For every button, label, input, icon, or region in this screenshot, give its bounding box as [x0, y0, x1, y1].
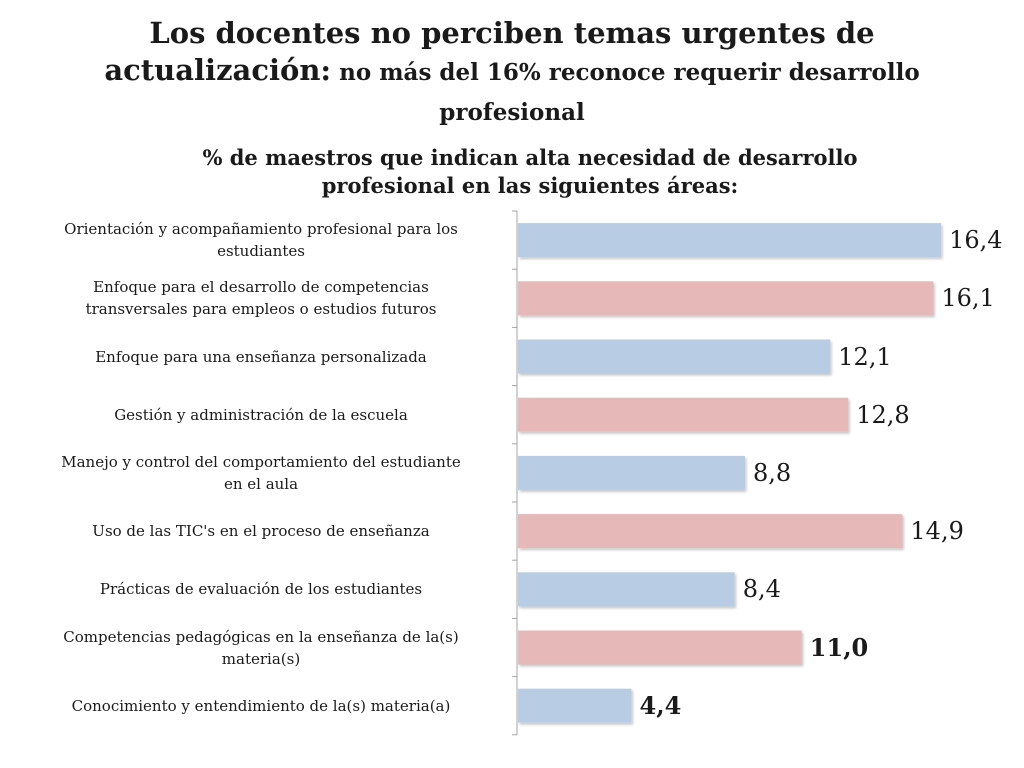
category-label: Orientación y acompañamiento profesional…: [20, 218, 502, 262]
category-label: Conocimiento y entendimiento de la(s) ma…: [20, 695, 502, 717]
category-label-line: estudiantes: [217, 242, 305, 261]
category-label-line: materia(s): [221, 649, 301, 668]
category-label-line: transversales para empleos o estudios fu…: [85, 300, 437, 319]
page-title: Los docentes no perciben temas urgentes …: [40, 14, 984, 131]
bar: [518, 688, 632, 723]
data-label: 8,8: [753, 458, 792, 487]
data-label: 16,1: [941, 284, 995, 313]
category-label: Prácticas de evaluación de los estudiant…: [20, 578, 502, 600]
category-label: Enfoque para una enseñanza personalizada: [20, 346, 502, 368]
category-label-line: Uso de las TIC's en el proceso de enseña…: [92, 522, 430, 541]
category-label: Competencias pedagógicas en la enseñanza…: [20, 626, 502, 670]
chart-title: % de maestros que indican alta necesidad…: [202, 145, 858, 198]
title-line-3: profesional: [439, 99, 585, 126]
bar: [518, 339, 831, 374]
category-label-line: Competencias pedagógicas en la enseñanza…: [63, 627, 459, 646]
data-label: 16,4: [949, 226, 1003, 255]
data-label: 12,1: [838, 342, 892, 371]
title-keyword: actualización:: [104, 53, 332, 87]
title-line-2: no más del 16% reconoce requerir desarro…: [331, 59, 920, 86]
data-label: 8,4: [742, 575, 781, 604]
data-label: 4,4: [639, 690, 682, 720]
bar: [518, 572, 735, 607]
bar: [518, 455, 746, 490]
category-label-line: Enfoque para una enseñanza personalizada: [95, 347, 427, 366]
bar: [518, 514, 903, 549]
bar: [518, 397, 849, 432]
category-label-line: Enfoque para el desarrollo de competenci…: [93, 278, 429, 297]
category-label: Uso de las TIC's en el proceso de enseña…: [20, 520, 502, 542]
category-label-line: Conocimiento y entendimiento de la(s) ma…: [71, 696, 451, 715]
category-label-line: Manejo y control del comportamiento del …: [61, 452, 461, 471]
data-label: 14,9: [910, 517, 964, 546]
category-label-line: Gestión y administración de la escuela: [114, 405, 408, 424]
category-label: Manejo y control del comportamiento del …: [20, 451, 502, 495]
title-line-1: Los docentes no perciben temas urgentes …: [149, 16, 875, 50]
category-label-line: Orientación y acompañamiento profesional…: [64, 220, 458, 239]
bar: [518, 223, 942, 258]
data-label: 11,0: [809, 632, 869, 662]
category-label: Gestión y administración de la escuela: [20, 404, 502, 426]
data-label: 12,8: [856, 400, 910, 429]
bar: [518, 281, 934, 316]
category-label-line: Prácticas de evaluación de los estudiant…: [99, 580, 423, 599]
category-label-line: en el aula: [223, 474, 299, 493]
bar: [518, 630, 802, 665]
category-label: Enfoque para el desarrollo de competenci…: [20, 276, 502, 320]
